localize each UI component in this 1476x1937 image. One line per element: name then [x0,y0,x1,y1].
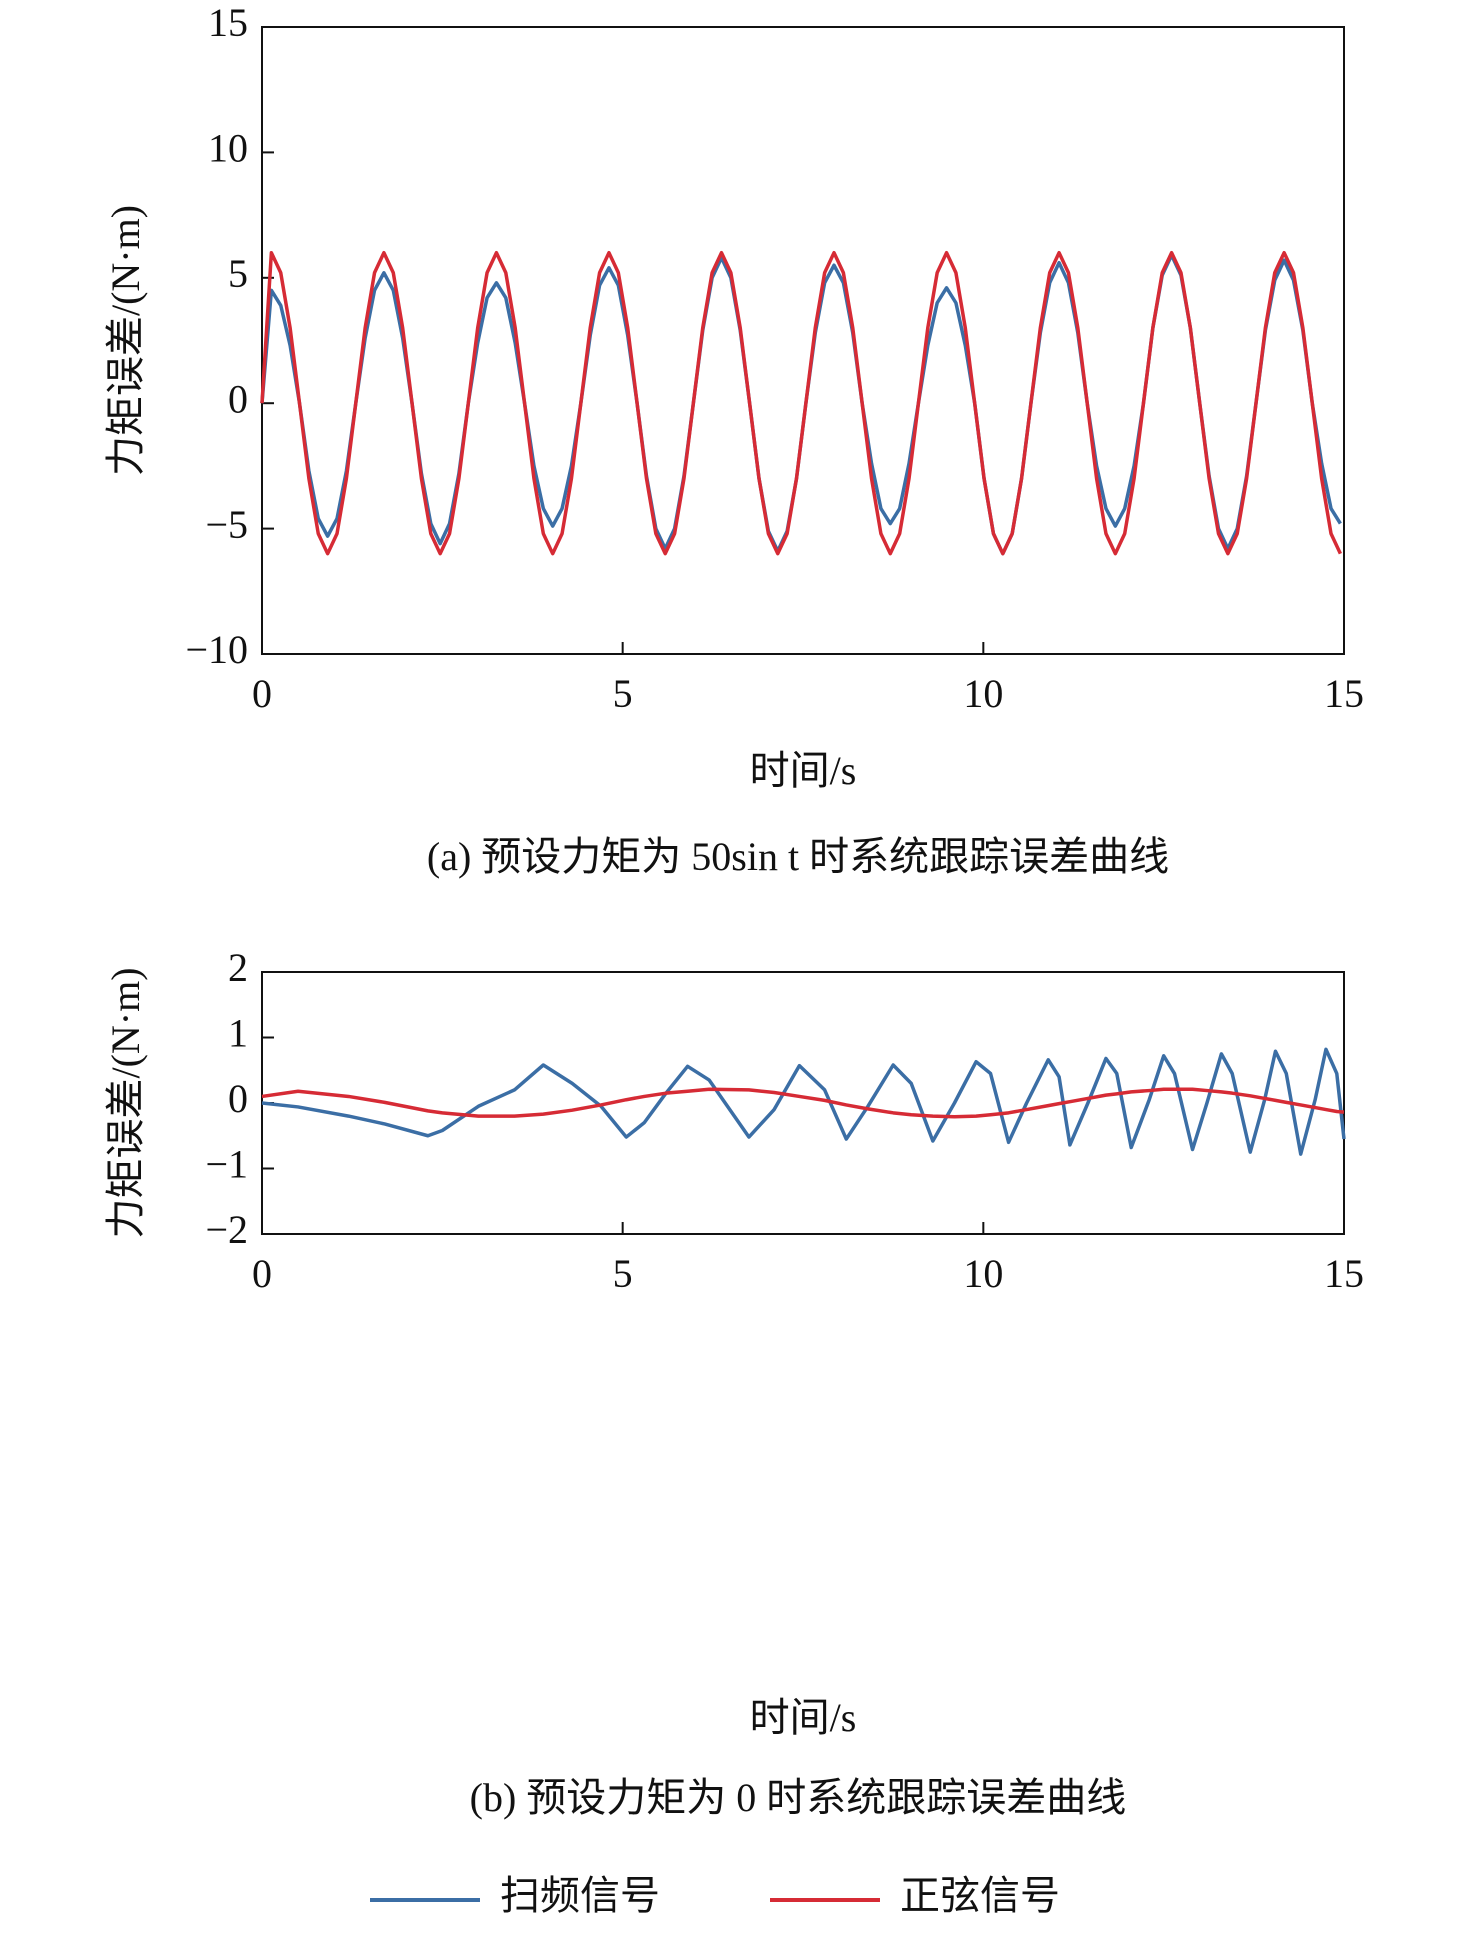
plot-frame [261,26,1345,655]
caption: (b) 预设力矩为 0 时系统跟踪误差曲线 [470,1775,1127,1820]
x-tick-label: 5 [613,1251,633,1296]
legend-label: 正弦信号 [900,1873,1060,1918]
y-tick-label: 15 [208,0,248,45]
series-line [261,1087,1345,1119]
plot: −2 −1 0 1 2 0 5 10 15 力矩误差/(N·m) 时间/s (b) 预设力矩为 0 时… [103,945,1364,1820]
y-tick-label: 1 [228,1011,248,1056]
y-tick-label: 0 [228,376,248,421]
x-tick-label: 15 [1324,1251,1364,1296]
x-tick-label: 5 [613,671,633,716]
plot: −10 −5 0 5 10 15 0 5 10 15 力矩误差/(N·m) 时间/s (a) 预设力矩为… [103,0,1364,879]
legend-label: 扫频信号 [500,1873,660,1918]
x-axis-label: 时间/s [750,1695,857,1740]
x-tick-label: 0 [252,1251,272,1296]
y-tick-label: −5 [205,502,248,547]
x-tick-label: 10 [963,1251,1003,1296]
y-tick-label: 10 [208,126,248,171]
y-tick-label: −2 [205,1207,248,1252]
y-tick-label: −10 [185,627,248,672]
y-tick-label: 0 [228,1076,248,1121]
series-line [261,1047,1346,1156]
caption: (a) 预设力矩为 50sin t 时系统跟踪误差曲线 [427,834,1169,879]
y-tick-label: 2 [228,945,248,990]
x-tick-label: 10 [963,671,1003,716]
x-tick-label: 0 [252,671,272,716]
x-axis-label: 时间/s [750,748,857,793]
y-axis-label: 力矩误差/(N·m) [103,205,148,476]
y-tick-label: 5 [228,251,248,296]
y-tick-label: −1 [205,1142,248,1187]
series-line [260,253,1342,556]
x-tick-label: 15 [1324,671,1364,716]
y-axis-label: 力矩误差/(N·m) [103,967,148,1238]
series-line [260,250,1342,556]
